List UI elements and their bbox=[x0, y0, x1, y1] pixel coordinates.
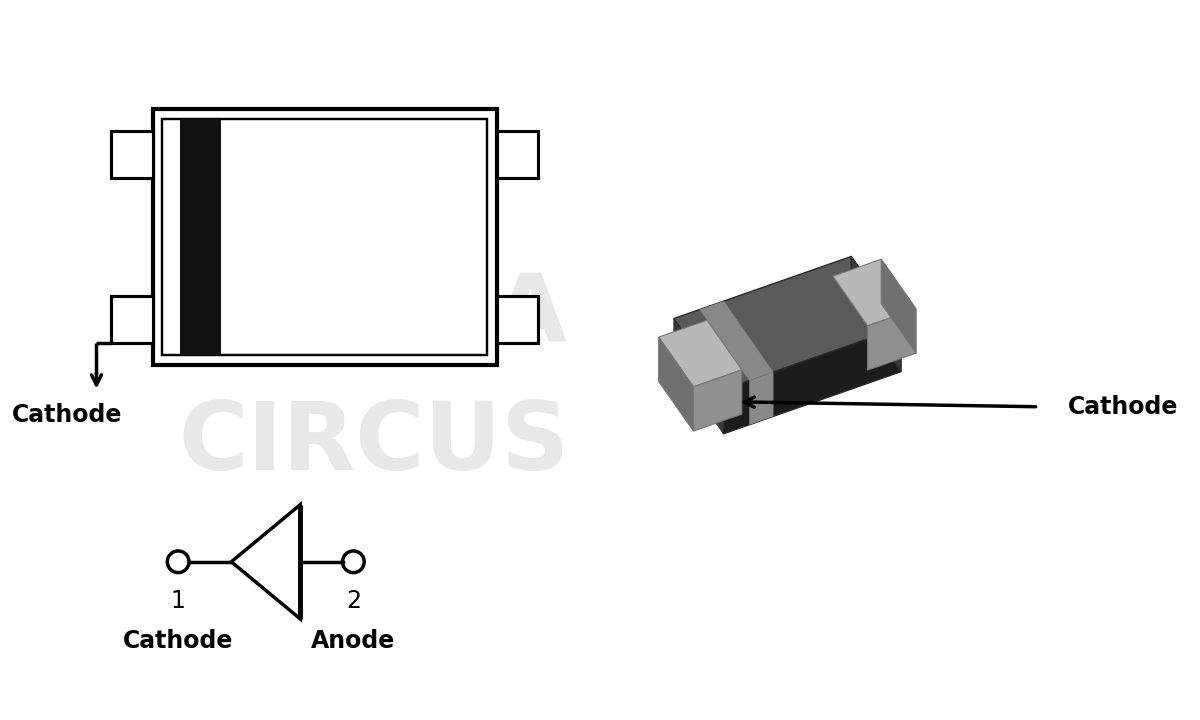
Polygon shape bbox=[749, 372, 774, 425]
Bar bbox=[112, 130, 152, 178]
Text: CIRCUS: CIRCUS bbox=[179, 397, 570, 490]
Polygon shape bbox=[881, 259, 916, 354]
Polygon shape bbox=[868, 309, 916, 370]
Bar bbox=[180, 119, 222, 355]
Text: Cathode: Cathode bbox=[12, 403, 122, 427]
Polygon shape bbox=[833, 259, 916, 326]
Polygon shape bbox=[659, 337, 694, 431]
Bar bbox=[497, 296, 539, 343]
Polygon shape bbox=[724, 328, 901, 434]
Bar bbox=[162, 119, 487, 355]
Text: Cathode: Cathode bbox=[122, 629, 233, 653]
Text: Cathode: Cathode bbox=[1068, 395, 1178, 419]
Polygon shape bbox=[673, 256, 901, 390]
Polygon shape bbox=[232, 505, 300, 619]
Polygon shape bbox=[673, 318, 724, 434]
Text: 2: 2 bbox=[346, 590, 361, 613]
Bar bbox=[112, 296, 152, 343]
Text: 1: 1 bbox=[170, 590, 186, 613]
Bar bbox=[497, 130, 539, 178]
Polygon shape bbox=[659, 320, 742, 387]
Text: Anode: Anode bbox=[311, 629, 396, 653]
Polygon shape bbox=[851, 256, 901, 372]
Bar bbox=[152, 109, 497, 365]
Polygon shape bbox=[694, 370, 742, 431]
Text: SIERRA: SIERRA bbox=[181, 270, 568, 361]
Polygon shape bbox=[700, 301, 774, 380]
